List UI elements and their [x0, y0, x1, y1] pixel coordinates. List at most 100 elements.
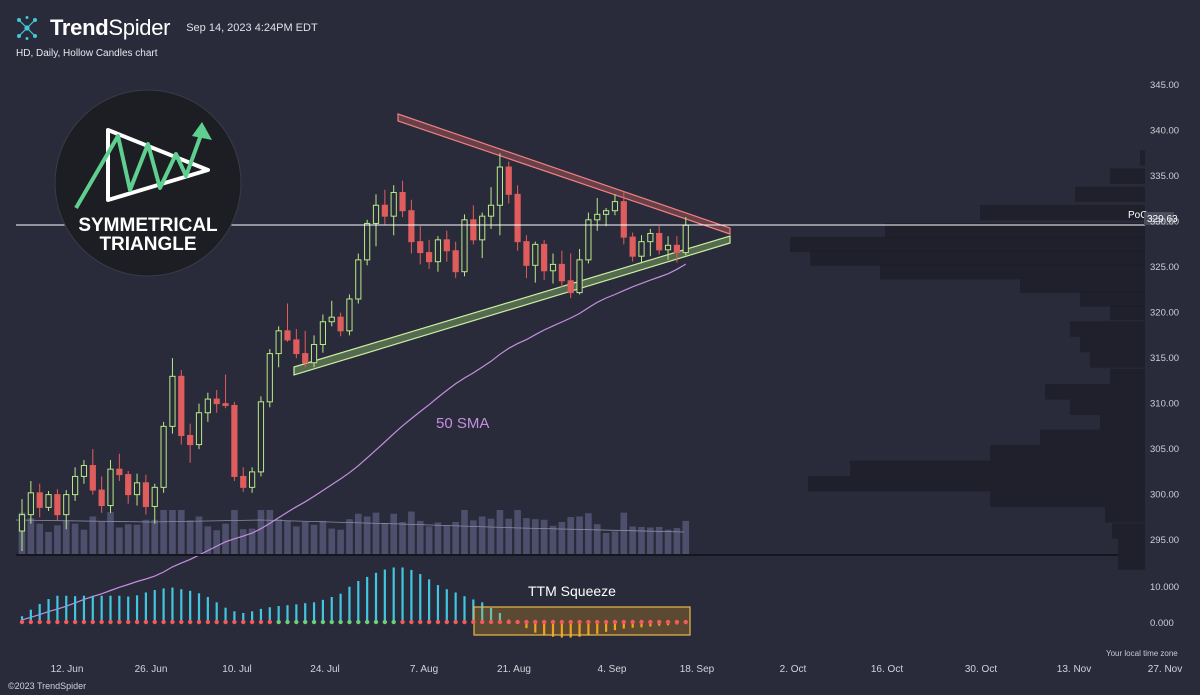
volume-bar: [319, 520, 327, 554]
volume-bar: [133, 524, 141, 554]
candle-body: [567, 280, 574, 294]
candle-body: [231, 404, 238, 477]
candle-body: [72, 475, 79, 496]
volume-profile-bar: [1112, 523, 1145, 539]
volume-bar: [443, 525, 451, 554]
candle-body: [213, 398, 220, 405]
volume-bar: [567, 517, 574, 554]
symmetrical-triangle-badge: SYMMETRICAL TRIANGLE: [54, 89, 242, 277]
volume-bar: [585, 513, 592, 554]
squeeze-dot: [471, 619, 476, 625]
volume-bar: [151, 519, 159, 554]
volume-bar: [470, 520, 477, 554]
squeeze-dot: [586, 619, 591, 625]
date-tick-label: 21. Aug: [497, 664, 531, 675]
volume-bar: [328, 528, 336, 554]
squeeze-dot: [426, 619, 432, 625]
candle-body: [523, 241, 530, 266]
volume-profile-bar: [1140, 150, 1145, 166]
price-tick-label: 330.00: [1150, 217, 1179, 228]
poc-value-box: [1144, 212, 1174, 225]
volume-bar: [549, 525, 557, 554]
price-tick-label: 300.00: [1150, 490, 1179, 501]
volume-bar: [195, 516, 203, 554]
candle-body: [319, 321, 326, 345]
volume-profile-bar: [1105, 506, 1145, 523]
volume-bar: [532, 519, 539, 554]
brand-name: TrendSpider: [50, 15, 171, 40]
squeeze-dot: [72, 619, 78, 625]
candle-body: [133, 482, 141, 496]
volume-bar: [71, 523, 79, 554]
volume-profile-bar: [790, 236, 1145, 253]
candle-body: [266, 353, 273, 403]
price-tick-label: 345.00: [1150, 80, 1179, 91]
volume-profile-bar: [1020, 277, 1145, 294]
volume-bar: [160, 510, 167, 554]
candle-body: [195, 412, 203, 446]
volume-bar: [602, 533, 610, 554]
volume-bar: [523, 518, 530, 554]
candle-body: [337, 316, 344, 332]
volume-bar: [655, 526, 663, 554]
price-tick-label: 295.00: [1150, 535, 1179, 546]
volume-bar: [487, 518, 495, 554]
volume-bar: [399, 522, 406, 554]
date-axis: 12. Jun 26. Jun 10. Jul 24. Jul 7. Aug 21. Au…: [51, 664, 1183, 675]
volume-bar: [673, 528, 681, 554]
volume-profile-bar: [1118, 538, 1145, 555]
volume-profile-bar: [810, 250, 1145, 266]
squeeze-dot: [356, 619, 361, 625]
volume-profile-bar: [980, 204, 1145, 221]
volume-profile-bar: [1075, 186, 1145, 203]
volume-bar: [45, 531, 52, 554]
candle-body: [89, 465, 96, 491]
squeeze-dot: [462, 619, 467, 625]
volume-profile-bar: [1110, 368, 1145, 385]
volume-profile-bar: [990, 445, 1145, 461]
volume-bar: [27, 518, 35, 554]
squeeze-dot: [418, 619, 423, 625]
squeeze-dot: [232, 619, 237, 625]
date-tick-label: 12. Jun: [51, 664, 84, 675]
squeeze-dot: [276, 619, 281, 625]
squeeze-dot: [444, 619, 449, 625]
squeeze-dot: [37, 619, 42, 625]
squeeze-dot: [559, 619, 565, 625]
squeeze-dot: [382, 619, 388, 625]
volume-bar: [248, 528, 256, 554]
volume-bar: [275, 519, 282, 554]
squeeze-dot: [550, 619, 556, 625]
squeeze-dot: [241, 619, 246, 625]
candle-body: [169, 375, 176, 427]
volume-bar: [116, 527, 123, 554]
squeeze-dot: [603, 619, 609, 625]
candle-body: [18, 514, 26, 532]
indicator-axis: 10.000 0.000: [1150, 582, 1179, 629]
volume-bar: [355, 513, 362, 554]
squeeze-dot: [214, 619, 219, 625]
squeeze-dot: [683, 619, 688, 625]
volume-bar: [540, 519, 548, 554]
price-tick-label: 310.00: [1150, 399, 1179, 410]
volume-bar: [98, 522, 105, 554]
volume-bar: [346, 519, 353, 554]
candle-body: [594, 213, 601, 221]
candle-body: [160, 425, 167, 488]
candle-body: [576, 259, 583, 294]
date-tick-label: 18. Sep: [680, 664, 715, 675]
date-tick-label: 24. Jul: [310, 664, 339, 675]
volume-bar: [434, 522, 442, 554]
candle-body: [585, 219, 592, 261]
squeeze-dot: [126, 619, 131, 625]
squeeze-dot: [179, 619, 184, 625]
candle-body: [284, 330, 291, 341]
squeeze-dot: [639, 619, 644, 625]
squeeze-dot: [541, 619, 547, 625]
candle-body: [620, 201, 627, 238]
date-tick-label: 30. Oct: [965, 664, 997, 675]
date-tick-label: 4. Sep: [598, 664, 627, 675]
squeeze-dot: [488, 619, 494, 625]
candle-body: [514, 193, 521, 243]
